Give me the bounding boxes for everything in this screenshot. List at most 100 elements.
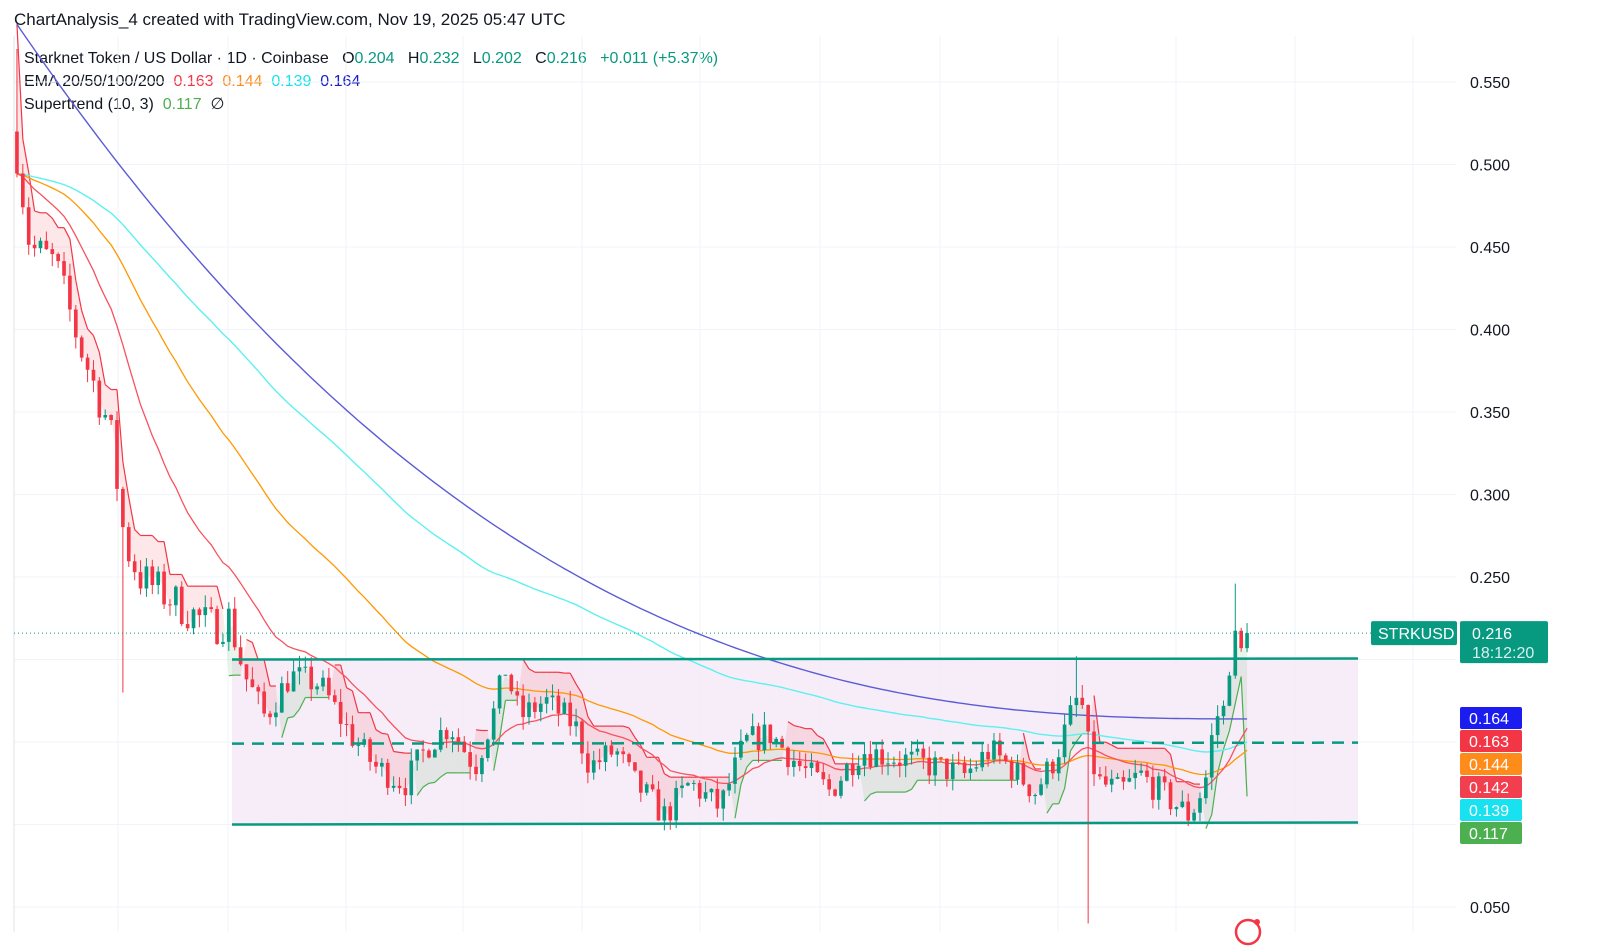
- supertrend-fill: [1076, 701, 1083, 742]
- hidden-icon[interactable]: ∅: [210, 96, 225, 113]
- supertrend-line: [293, 708, 300, 718]
- candle-body: [321, 677, 325, 687]
- candle-body: [533, 702, 537, 712]
- candle-body: [727, 783, 731, 791]
- supertrend-legend-row[interactable]: Supertrend (10, 3) 0.117 ∅: [24, 93, 718, 116]
- candle-body: [1221, 705, 1226, 717]
- candle-body: [15, 131, 19, 174]
- supertrend-line: [92, 335, 100, 353]
- ema100-line: [16, 172, 1248, 753]
- supertrend-label: Supertrend (10, 3): [24, 96, 154, 113]
- candle-body: [362, 739, 367, 745]
- candle-body: [162, 571, 166, 605]
- candle-body: [132, 561, 137, 573]
- supertrend-fill: [799, 726, 806, 768]
- ema20-line: [16, 172, 1248, 789]
- supertrend-line: [351, 690, 359, 713]
- supertrend-line: [1111, 744, 1118, 749]
- supertrend-fill: [411, 753, 418, 796]
- candle-body: [244, 664, 249, 680]
- candle-body: [574, 721, 578, 727]
- supertrend-line: [787, 721, 795, 727]
- supertrend-line: [1064, 750, 1072, 789]
- candle-body: [374, 761, 378, 767]
- supertrend-line: [75, 280, 83, 311]
- supertrend-line: [116, 389, 124, 462]
- candle-body: [521, 695, 525, 718]
- supertrend-line: [287, 716, 294, 719]
- supertrend-line: [298, 697, 306, 710]
- candle-body: [1174, 807, 1179, 810]
- candle-body: [939, 757, 943, 759]
- candle-body: [992, 740, 996, 760]
- candle-body: [1056, 757, 1061, 774]
- supertrend-line: [16, 24, 24, 140]
- candle-body: [50, 249, 55, 255]
- supertrend-line: [1222, 730, 1230, 750]
- supertrend-line: [740, 766, 748, 785]
- candle-body: [315, 686, 319, 690]
- candle-body: [744, 734, 749, 741]
- candle-body: [438, 730, 443, 750]
- candle-body: [144, 566, 149, 589]
- candle-body: [597, 760, 602, 763]
- candle-body: [268, 713, 272, 718]
- supertrend-fill: [222, 608, 229, 676]
- candle-body: [509, 674, 514, 692]
- candle-body: [415, 749, 419, 761]
- supertrend-line: [128, 497, 136, 530]
- candle-body: [456, 737, 461, 742]
- candle-body: [603, 745, 608, 763]
- candle-body: [174, 586, 178, 606]
- supertrend-line: [1164, 747, 1171, 755]
- tradingview-logo-icon: [1234, 918, 1262, 946]
- close-value: 0.216: [546, 50, 587, 67]
- price-tick-label: 0.350: [1470, 405, 1510, 422]
- candle-body: [221, 641, 225, 644]
- candle-body: [515, 691, 520, 696]
- candle-body: [650, 784, 655, 790]
- supertrend-fill: [1064, 714, 1071, 789]
- candle-body: [480, 758, 484, 775]
- candle-body: [1027, 784, 1032, 797]
- candle-body: [327, 677, 331, 696]
- candle-body: [1227, 675, 1232, 706]
- candle-body: [644, 784, 649, 793]
- candle-body: [185, 624, 190, 629]
- supertrend-line: [734, 784, 742, 819]
- candle-body: [821, 772, 826, 780]
- candle-body: [980, 751, 985, 768]
- supertrend-line: [1211, 772, 1219, 815]
- supertrend-fill: [1052, 765, 1059, 804]
- symbol-tag: [1371, 621, 1457, 646]
- supertrend-fill: [899, 760, 906, 793]
- candle-body: [1045, 761, 1049, 785]
- candle-body: [786, 747, 790, 768]
- supertrend-line: [640, 745, 648, 758]
- candle-body: [138, 572, 143, 589]
- supertrend-line: [587, 716, 595, 727]
- symbol-tag-label: STRKUSD: [1378, 626, 1454, 643]
- supertrend-fill: [328, 664, 335, 699]
- candle-body: [26, 207, 31, 245]
- supertrend-fill: [911, 750, 918, 790]
- candle-body: [115, 420, 119, 489]
- candle-body: [668, 806, 673, 821]
- resistance-line: [231, 657, 1359, 661]
- symbol-legend-row[interactable]: Starknet Token / US Dollar · 1D · Coinba…: [24, 47, 718, 70]
- candle-body: [32, 244, 37, 249]
- supertrend-fill: [122, 461, 129, 545]
- candle-body: [680, 785, 684, 789]
- price-tick-label: 0.300: [1470, 488, 1510, 505]
- candle-body: [815, 762, 820, 773]
- supertrend-line: [346, 687, 353, 692]
- supertrend-fill: [34, 211, 41, 247]
- candle-body: [285, 683, 290, 692]
- candle-body: [1115, 777, 1120, 779]
- candle-body: [62, 261, 66, 276]
- supertrend-line: [581, 693, 589, 717]
- indicator-tag-label: 0.142: [1469, 780, 1509, 797]
- candle-body: [1151, 776, 1155, 800]
- candle-body: [262, 691, 266, 714]
